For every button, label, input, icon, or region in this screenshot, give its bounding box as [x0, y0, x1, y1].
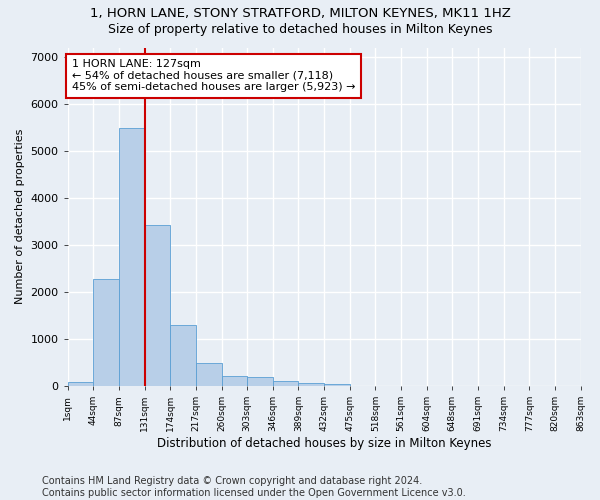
X-axis label: Distribution of detached houses by size in Milton Keynes: Distribution of detached houses by size … [157, 437, 491, 450]
Bar [94, 279, 119, 386]
Y-axis label: Number of detached properties: Number of detached properties [15, 129, 25, 304]
Text: 1 HORN LANE: 127sqm
← 54% of detached houses are smaller (7,118)
45% of semi-det: 1 HORN LANE: 127sqm ← 54% of detached ho… [71, 60, 355, 92]
Bar [68, 382, 94, 386]
Bar [247, 377, 273, 386]
Bar [221, 376, 247, 386]
Bar [196, 362, 221, 386]
Text: 1, HORN LANE, STONY STRATFORD, MILTON KEYNES, MK11 1HZ: 1, HORN LANE, STONY STRATFORD, MILTON KE… [89, 8, 511, 20]
Bar [298, 383, 324, 386]
Bar [119, 128, 145, 386]
Bar [145, 225, 170, 386]
Bar [273, 382, 298, 386]
Text: Size of property relative to detached houses in Milton Keynes: Size of property relative to detached ho… [108, 22, 492, 36]
Bar [170, 325, 196, 386]
Bar [324, 384, 350, 386]
Text: Contains HM Land Registry data © Crown copyright and database right 2024.
Contai: Contains HM Land Registry data © Crown c… [42, 476, 466, 498]
